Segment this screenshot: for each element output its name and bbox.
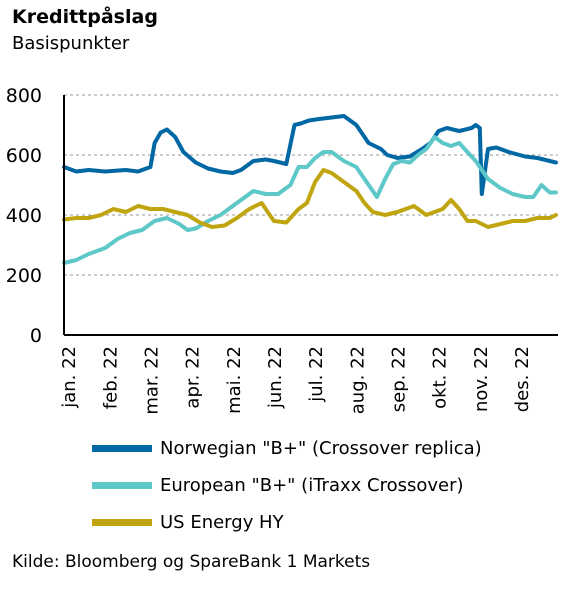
series-line-2	[62, 168, 558, 229]
chart-subtitle: Basispunkter	[12, 33, 130, 54]
x-tick-label: apr. 22	[183, 346, 204, 409]
y-tick-label: 0	[30, 325, 42, 347]
x-tick-label: jul. 22	[306, 346, 327, 403]
x-tick-label: aug. 22	[347, 346, 368, 414]
x-tick-label: jun. 22	[265, 346, 286, 409]
legend-item-norwegian: Norwegian "B+" (Crossover replica)	[92, 430, 482, 467]
legend-swatch-norwegian	[92, 445, 152, 452]
series-line-1	[62, 135, 558, 265]
line-chart: 0 200 400 600 800 jan. 22 feb. 22 mar. 22 apr. …	[6, 85, 558, 415]
legend-item-european: European "B+" (iTraxx Crossover)	[92, 467, 482, 504]
legend-swatch-european	[92, 482, 152, 489]
x-tick-label: mai. 22	[224, 346, 245, 414]
x-axis-ticks: jan. 22 feb. 22 mar. 22 apr. 22 mai. 22 jun. …	[59, 346, 533, 415]
x-tick-label: des. 22	[512, 346, 533, 412]
legend-swatch-us-energy	[92, 519, 152, 526]
legend-label-norwegian: Norwegian "B+" (Crossover replica)	[160, 438, 482, 459]
axes	[63, 95, 558, 336]
x-tick-label: sep. 22	[389, 346, 410, 412]
y-tick-label: 800	[6, 85, 42, 107]
x-tick-label: mar. 22	[142, 346, 163, 415]
chart-title: Kredittpåslag	[12, 6, 158, 28]
legend-item-us-energy: US Energy HY	[92, 504, 482, 541]
legend-label-us-energy: US Energy HY	[160, 512, 284, 533]
gridlines	[64, 94, 558, 276]
series-line-0	[62, 114, 558, 196]
legend: Norwegian "B+" (Crossover replica) Europ…	[92, 430, 482, 541]
y-tick-label: 200	[6, 265, 42, 287]
legend-label-european: European "B+" (iTraxx Crossover)	[160, 475, 464, 496]
x-tick-label: jan. 22	[59, 346, 80, 409]
y-tick-label: 400	[6, 205, 42, 227]
x-tick-label: feb. 22	[100, 346, 121, 409]
series-lines	[62, 114, 558, 265]
source-note: Kilde: Bloomberg og SpareBank 1 Markets	[12, 552, 371, 572]
y-tick-label: 600	[6, 145, 42, 167]
x-tick-label: nov. 22	[471, 346, 492, 412]
x-tick-label: okt. 22	[430, 346, 451, 409]
y-axis-ticks: 0 200 400 600 800	[6, 85, 42, 347]
